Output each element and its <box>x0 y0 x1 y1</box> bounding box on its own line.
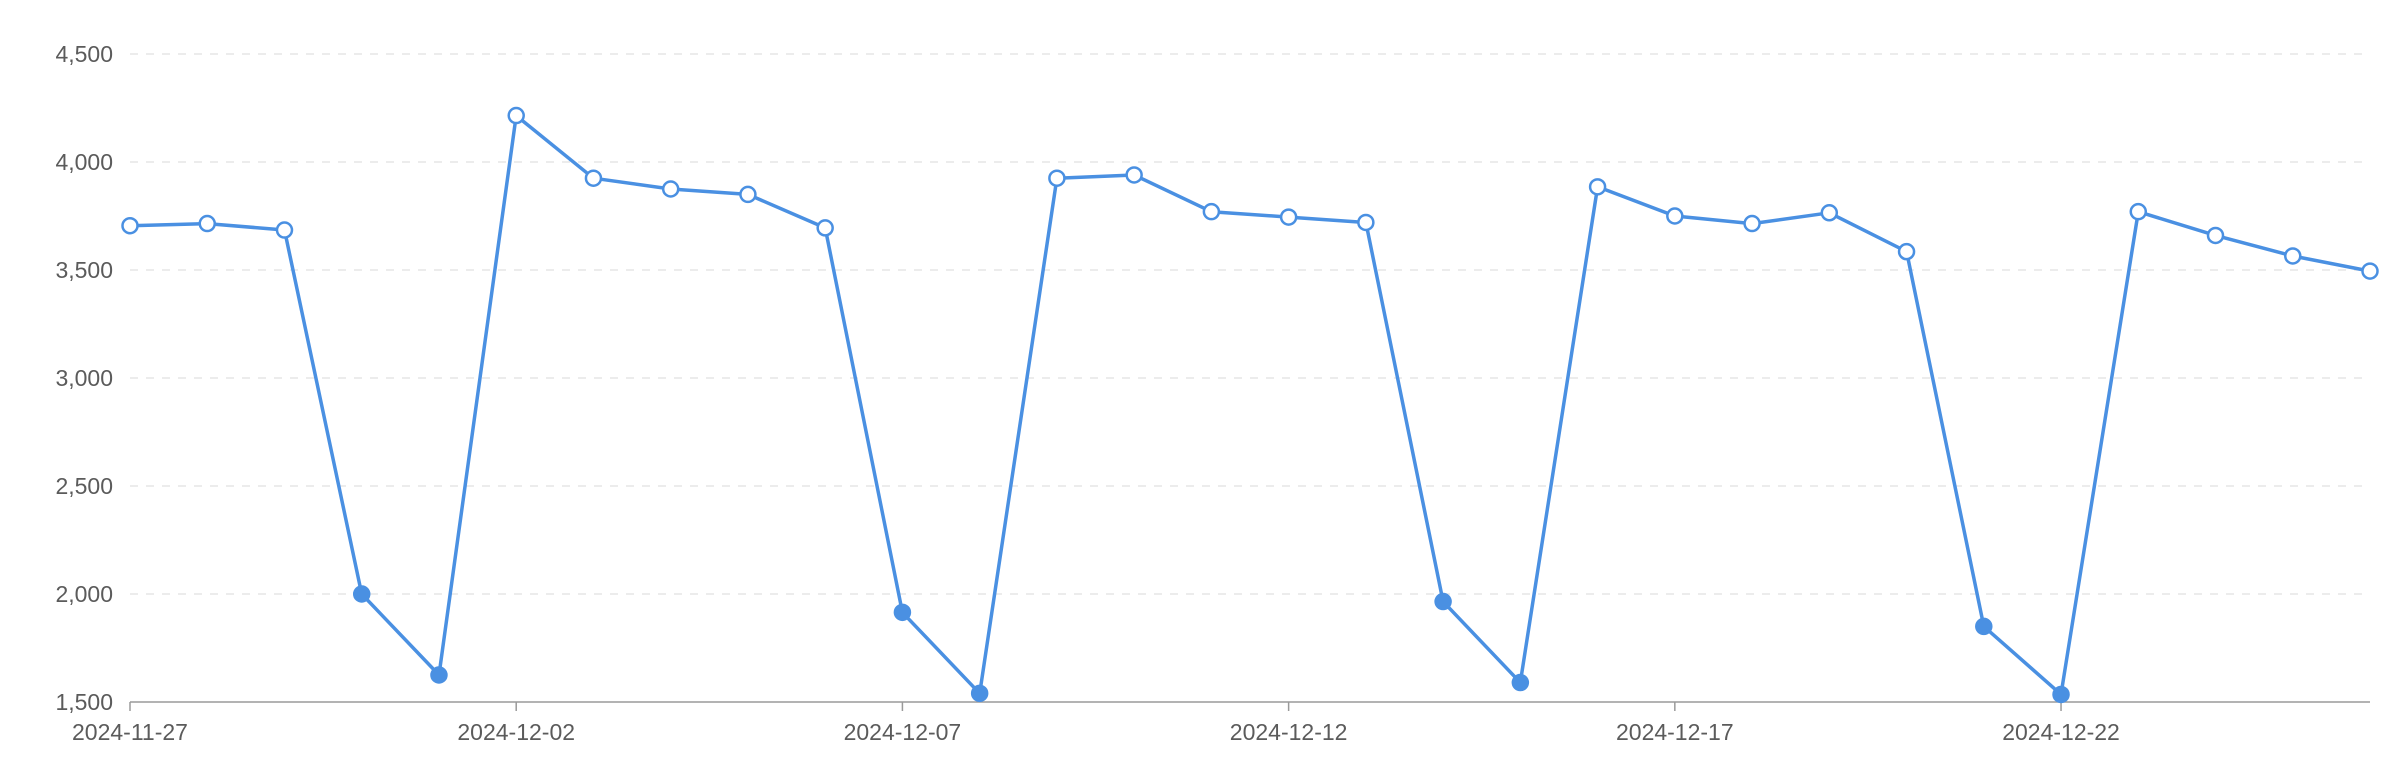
data-point[interactable] <box>1897 242 1916 261</box>
data-point[interactable] <box>739 185 757 204</box>
data-point[interactable] <box>1588 178 1607 196</box>
data-point-weekend[interactable] <box>893 603 912 622</box>
data-point[interactable] <box>661 180 680 198</box>
series-line-layer <box>129 113 2371 697</box>
data-point[interactable] <box>1048 169 1066 187</box>
y-tick-label: 3,000 <box>55 365 113 391</box>
data-point[interactable] <box>1820 204 1839 222</box>
data-points <box>121 106 2379 704</box>
data-point[interactable] <box>198 214 216 233</box>
data-point[interactable] <box>584 169 603 187</box>
y-tick-label: 4,000 <box>55 149 113 175</box>
x-tick-label: 2024-12-17 <box>1616 719 1734 745</box>
data-point[interactable] <box>121 216 139 235</box>
data-point[interactable] <box>1202 202 1221 221</box>
data-point-weekend[interactable] <box>1511 673 1530 692</box>
series-line <box>129 113 2371 697</box>
data-point[interactable] <box>1125 166 1143 184</box>
data-point[interactable] <box>2284 247 2302 265</box>
data-point-weekend[interactable] <box>1975 617 1993 636</box>
x-tick-label: 2024-12-22 <box>2002 719 2120 745</box>
y-tick-label: 3,500 <box>55 257 113 283</box>
axes <box>129 701 2370 711</box>
data-point[interactable] <box>1666 207 1684 225</box>
data-point[interactable] <box>1279 208 1298 226</box>
tick-labels: 1,500 2,000 2,500 3,000 3,500 4,000 4,500 2024-… <box>55 41 2119 745</box>
data-point[interactable] <box>1357 213 1375 232</box>
x-tick-label: 2024-12-12 <box>1230 719 1348 745</box>
x-tick-label: 2024-12-07 <box>844 719 962 745</box>
data-point[interactable] <box>816 219 834 237</box>
data-point[interactable] <box>1743 214 1761 233</box>
data-point[interactable] <box>2129 202 2148 221</box>
data-point-weekend[interactable] <box>352 585 371 603</box>
data-point-weekend[interactable] <box>970 684 989 703</box>
y-tick-label: 1,500 <box>55 689 113 715</box>
x-tick-label: 2024-12-02 <box>457 719 575 745</box>
data-point[interactable] <box>2361 262 2379 280</box>
grid <box>130 53 2370 595</box>
y-tick-label: 4,500 <box>55 41 113 67</box>
x-tick-label: 2024-11-27 <box>72 719 188 745</box>
y-tick-label: 2,000 <box>55 581 113 607</box>
data-point-weekend[interactable] <box>2052 685 2070 704</box>
data-point[interactable] <box>2206 226 2225 245</box>
data-point-weekend[interactable] <box>1434 592 1452 611</box>
y-tick-label: 2,500 <box>55 473 113 499</box>
data-point[interactable] <box>507 106 525 125</box>
data-point-weekend[interactable] <box>430 666 448 684</box>
data-point[interactable] <box>275 221 294 239</box>
